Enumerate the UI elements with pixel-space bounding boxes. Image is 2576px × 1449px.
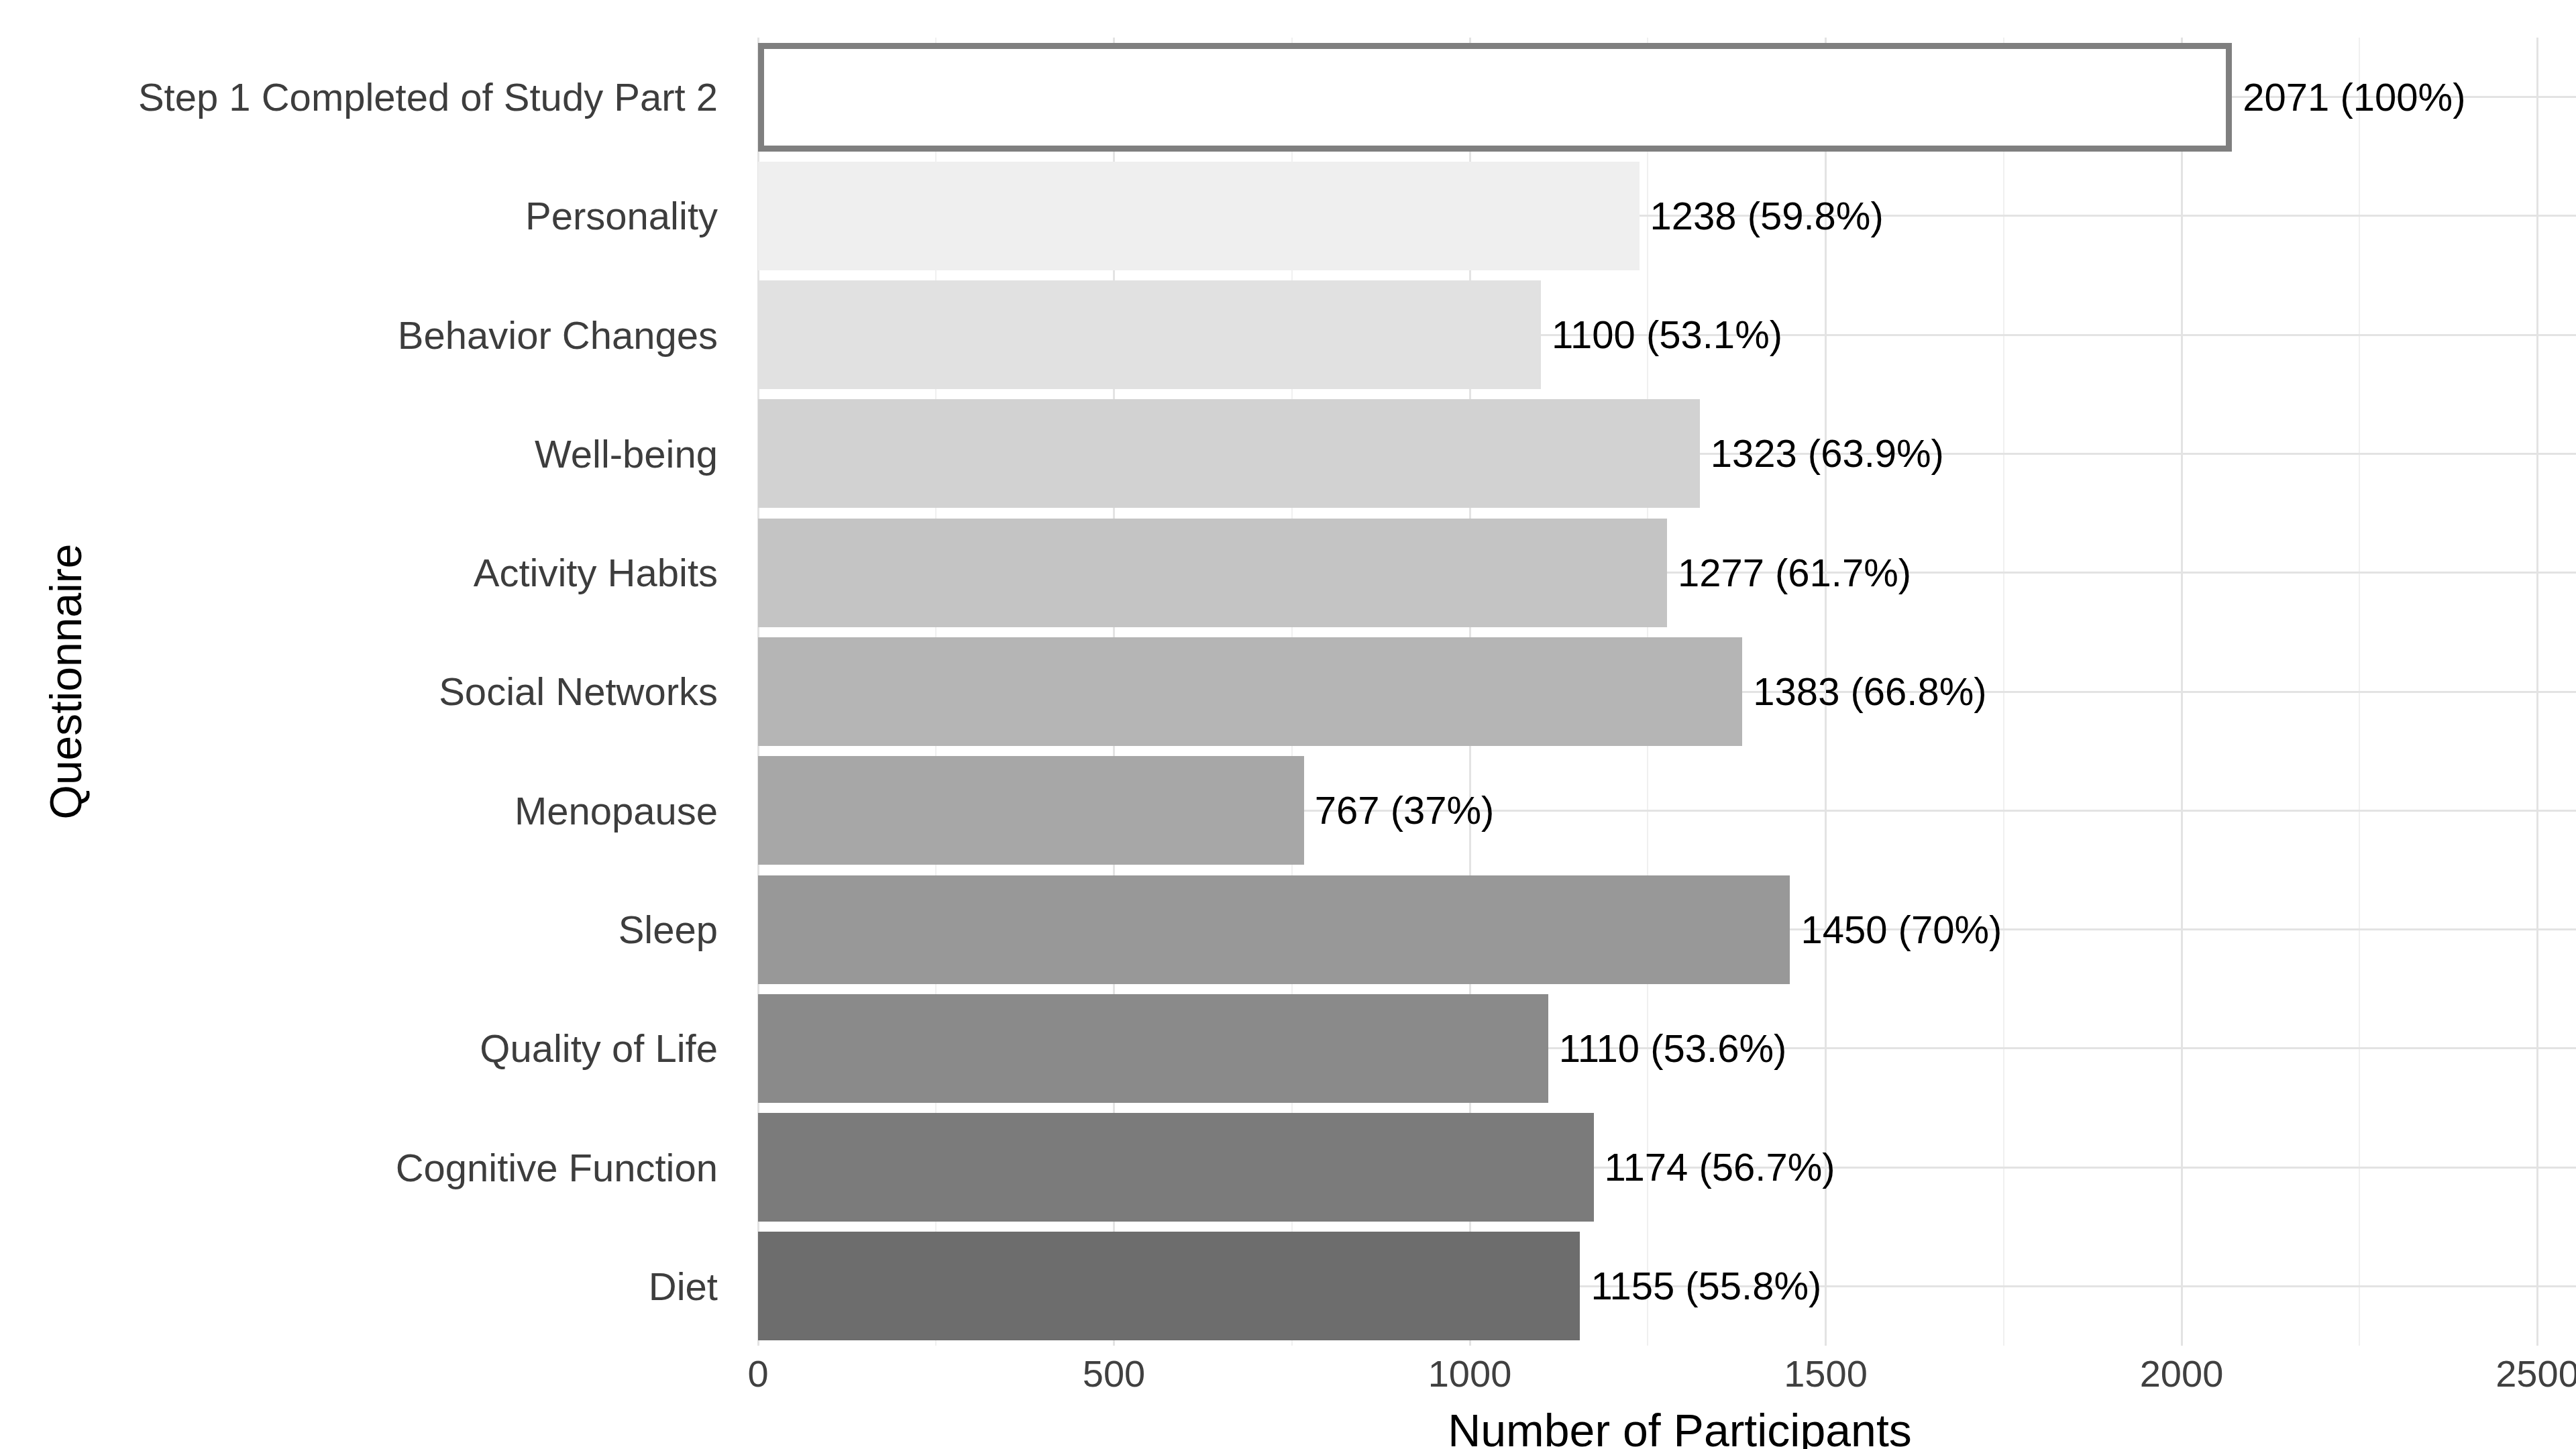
category-label-sleep: Sleep: [27, 870, 737, 989]
bar-value-label-social-networks: 1383 (66.8%): [1753, 672, 1986, 711]
category-label-diet: Diet: [27, 1227, 737, 1346]
x-axis-title: Number of Participants: [758, 1407, 2576, 1449]
x-tick-label-0: 0: [747, 1352, 768, 1395]
bar-value-label-menopause: 767 (37%): [1315, 791, 1495, 830]
category-label-behavior-changes: Behavior Changes: [27, 276, 737, 394]
bar-value-label-step-1-completed-of-study-part-2: 2071 (100%): [2243, 78, 2465, 117]
bar-row-social-networks: 1383 (66.8%): [758, 632, 2576, 751]
bar-value-label-activity-habits: 1277 (61.7%): [1678, 553, 1911, 592]
category-label-personality: Personality: [27, 156, 737, 275]
y-axis-category-labels: Step 1 Completed of Study Part 2Personal…: [27, 38, 737, 1346]
bar-row-personality: 1238 (59.8%): [758, 156, 2576, 275]
bar-value-label-personality: 1238 (59.8%): [1650, 197, 1884, 235]
category-label-social-networks: Social Networks: [27, 632, 737, 751]
bar-value-label-cognitive-function: 1174 (56.7%): [1605, 1148, 1835, 1187]
bar-row-sleep: 1450 (70%): [758, 870, 2576, 989]
bar-value-label-sleep: 1450 (70%): [1801, 910, 2002, 949]
x-tick-label-1000: 1000: [1428, 1352, 1512, 1395]
questionnaire-completion-bar-chart: Questionnaire Step 1 Completed of Study …: [27, 11, 2576, 1449]
category-label-quality-of-life: Quality of Life: [27, 989, 737, 1108]
plot-panel: 2071 (100%) 1238 (59.8%) 1100 (53.1%) 1323 …: [758, 38, 2576, 1346]
bar-row-behavior-changes: 1100 (53.1%): [758, 276, 2576, 394]
bar-row-cognitive-function: 1174 (56.7%): [758, 1108, 2576, 1226]
bar-value-label-diet: 1155 (55.8%): [1591, 1267, 1821, 1305]
bar-activity-habits: [758, 519, 1667, 627]
category-label-step-1-completed-of-study-part-2: Step 1 Completed of Study Part 2: [27, 38, 737, 156]
bar-social-networks: [758, 637, 1742, 746]
x-tick-label-1500: 1500: [1784, 1352, 1868, 1395]
bar-row-diet: 1155 (55.8%): [758, 1227, 2576, 1346]
bar-step-1-completed-of-study-part-2: [758, 43, 2232, 152]
bar-row-menopause: 767 (37%): [758, 751, 2576, 870]
category-label-menopause: Menopause: [27, 751, 737, 870]
x-axis-tick-labels: 05001000150020002500: [758, 1352, 2576, 1395]
bar-menopause: [758, 756, 1304, 865]
bar-well-being: [758, 399, 1700, 508]
bar-personality: [758, 162, 1640, 270]
x-tick-label-2000: 2000: [2140, 1352, 2224, 1395]
bar-value-label-quality-of-life: 1110 (53.6%): [1559, 1029, 1787, 1068]
bar-diet: [758, 1232, 1580, 1340]
x-tick-label-500: 500: [1083, 1352, 1145, 1395]
bar-row-well-being: 1323 (63.9%): [758, 394, 2576, 513]
bar-value-label-behavior-changes: 1100 (53.1%): [1552, 315, 1782, 354]
bar-value-label-well-being: 1323 (63.9%): [1711, 434, 1944, 473]
bar-quality-of-life: [758, 994, 1548, 1103]
category-label-activity-habits: Activity Habits: [27, 513, 737, 632]
category-label-well-being: Well-being: [27, 394, 737, 513]
bar-row-quality-of-life: 1110 (53.6%): [758, 989, 2576, 1108]
bar-row-activity-habits: 1277 (61.7%): [758, 513, 2576, 632]
bar-cognitive-function: [758, 1113, 1594, 1222]
bar-behavior-changes: [758, 280, 1541, 389]
bar-sleep: [758, 875, 1790, 984]
category-label-cognitive-function: Cognitive Function: [27, 1108, 737, 1226]
x-tick-label-2500: 2500: [2496, 1352, 2576, 1395]
bar-row-step-1-completed-of-study-part-2: 2071 (100%): [758, 38, 2576, 156]
